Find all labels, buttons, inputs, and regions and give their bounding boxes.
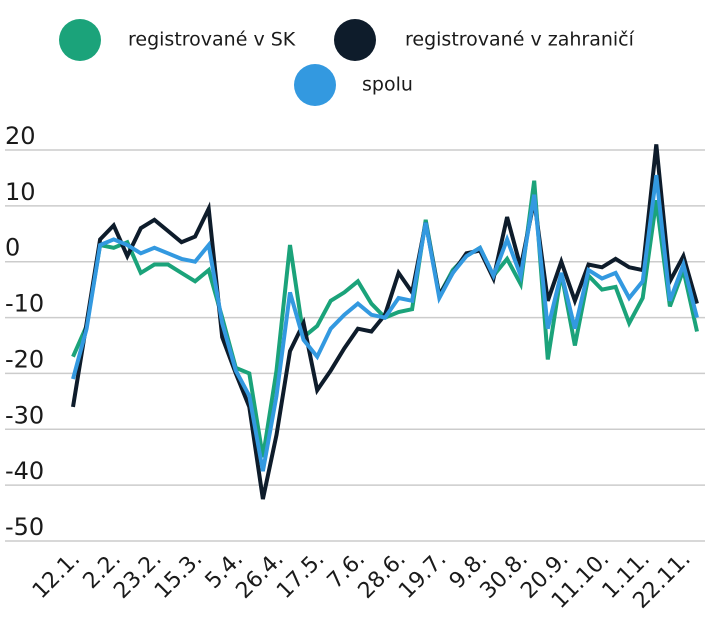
- legend-label: registrované v zahraničí: [405, 29, 635, 51]
- y-tick-label: -20: [5, 345, 44, 373]
- y-tick-label: -50: [5, 513, 44, 541]
- y-tick-label: 20: [5, 122, 36, 150]
- series-line: [71, 144, 699, 500]
- y-tick-label: 0: [5, 234, 20, 262]
- x-tick-label: 15.3.: [150, 547, 207, 604]
- y-tick-label: -30: [5, 401, 44, 429]
- legend-swatch: [334, 19, 376, 61]
- legend-swatch: [59, 19, 101, 61]
- x-tick-label: 17.5.: [272, 547, 329, 604]
- x-tick-label: 12.1.: [28, 547, 85, 604]
- series-line: [71, 174, 699, 472]
- y-tick-label: -40: [5, 457, 44, 485]
- x-tick-label: 19.7.: [394, 547, 451, 604]
- legend-label: registrované v SK: [128, 29, 296, 51]
- y-tick-label: 10: [5, 178, 36, 206]
- y-tick-label: -10: [5, 290, 44, 318]
- legend-swatch: [294, 64, 336, 106]
- legend-label: spolu: [362, 74, 413, 96]
